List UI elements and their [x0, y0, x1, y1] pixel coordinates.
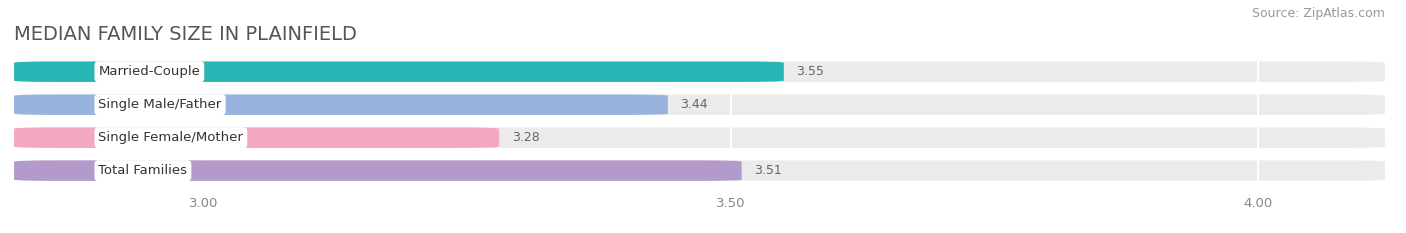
- Text: 3.28: 3.28: [512, 131, 540, 144]
- Text: MEDIAN FAMILY SIZE IN PLAINFIELD: MEDIAN FAMILY SIZE IN PLAINFIELD: [14, 25, 357, 44]
- FancyBboxPatch shape: [14, 160, 1385, 181]
- Text: 3.51: 3.51: [754, 164, 782, 177]
- FancyBboxPatch shape: [14, 62, 783, 82]
- Text: Single Female/Mother: Single Female/Mother: [98, 131, 243, 144]
- Text: 3.55: 3.55: [796, 65, 824, 78]
- FancyBboxPatch shape: [14, 127, 499, 148]
- FancyBboxPatch shape: [14, 94, 668, 115]
- Text: Married-Couple: Married-Couple: [98, 65, 200, 78]
- FancyBboxPatch shape: [14, 127, 1385, 148]
- Text: 3.44: 3.44: [681, 98, 709, 111]
- FancyBboxPatch shape: [14, 160, 741, 181]
- Text: Source: ZipAtlas.com: Source: ZipAtlas.com: [1251, 7, 1385, 20]
- Text: Total Families: Total Families: [98, 164, 187, 177]
- FancyBboxPatch shape: [14, 94, 1385, 115]
- FancyBboxPatch shape: [14, 62, 1385, 82]
- Text: Single Male/Father: Single Male/Father: [98, 98, 222, 111]
